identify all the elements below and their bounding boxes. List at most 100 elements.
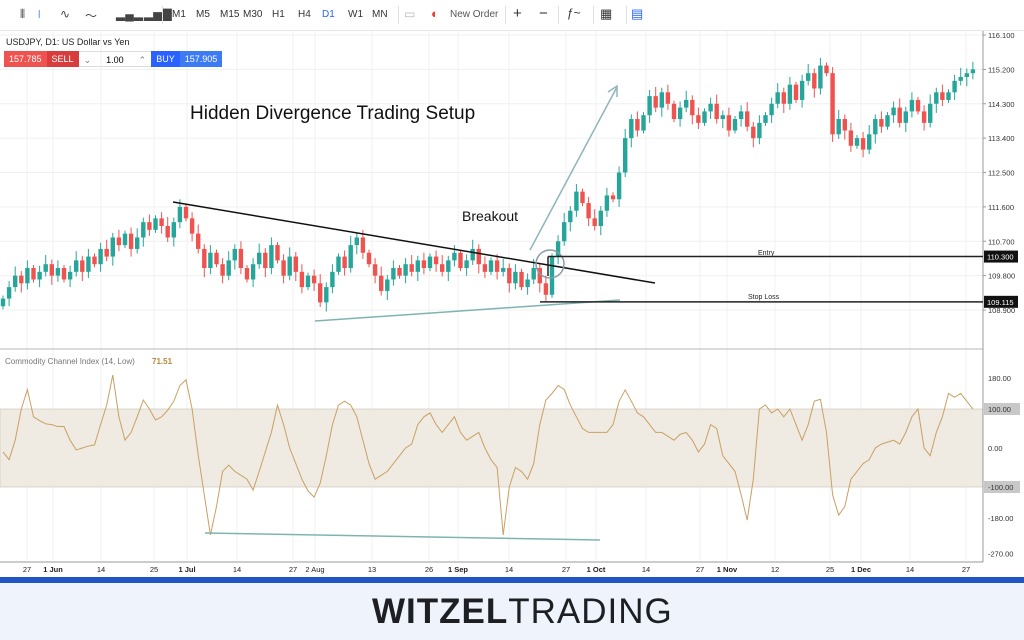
candle-body [501, 268, 506, 272]
candle-body [147, 222, 152, 230]
time-tick-label: 12 [771, 565, 779, 574]
sell-price[interactable]: 157.785 [4, 51, 47, 67]
indicators-icon[interactable]: ƒ~ [567, 6, 581, 20]
candle [836, 109, 841, 139]
candle [427, 253, 433, 272]
breakout-circle[interactable] [535, 249, 565, 279]
candle-body [836, 119, 841, 135]
candle-body [482, 264, 488, 272]
volume-icon[interactable]: ▂▄▂ [116, 7, 143, 21]
candle-body [494, 260, 500, 272]
notes-icon[interactable]: ▤ [631, 6, 644, 21]
candle-body [769, 103, 774, 116]
buy-button[interactable]: BUY [151, 51, 180, 67]
zoom-out-icon[interactable]: − [539, 5, 548, 22]
timeframe-m1[interactable]: M1 [172, 9, 186, 20]
area-chart-icon[interactable]: ∿ [60, 7, 71, 21]
candle-body [397, 268, 402, 276]
candle [501, 258, 506, 277]
candle-body [732, 119, 738, 131]
indicator-bars-icon[interactable]: ▂▅▇ [144, 7, 172, 21]
candle [921, 105, 927, 131]
candle-body [409, 264, 414, 272]
buy-price[interactable]: 157.905 [179, 51, 223, 67]
candle [903, 106, 908, 133]
price-label-bg [984, 250, 1018, 263]
time-tick-label: 14 [97, 565, 105, 574]
candle-body [244, 268, 250, 280]
sell-button[interactable]: SELL [46, 51, 79, 67]
candle [946, 89, 951, 103]
candle-body [574, 191, 579, 211]
candle [629, 114, 634, 148]
candle [549, 253, 555, 298]
candle-body [921, 111, 927, 123]
candle-body [854, 138, 860, 146]
timeframe-m5[interactable]: M5 [196, 9, 210, 20]
line-chart-icon[interactable]: 〜 [85, 9, 98, 23]
zoom-in-icon[interactable]: + [513, 5, 522, 22]
price-tick-label: 112.500 [988, 169, 1015, 178]
candle-body [305, 275, 311, 288]
candle [555, 235, 561, 265]
candle [738, 105, 744, 127]
candle [799, 74, 805, 108]
candle [104, 239, 109, 262]
timeframe-m15[interactable]: M15 [220, 9, 240, 20]
one-click-trading: 157.785 SELL ⌄ 1.00 ⌃ BUY 157.905 [4, 51, 223, 67]
candle-body [781, 92, 786, 104]
new-order-button[interactable]: New Order [450, 9, 499, 20]
timeframe-d1[interactable]: D1 [322, 9, 335, 20]
time-tick-label: 13 [368, 565, 376, 574]
lot-input[interactable]: 1.00 [96, 51, 134, 67]
candle-body [86, 256, 91, 272]
candle [31, 264, 36, 283]
lot-decrease-icon[interactable]: ⌄ [78, 51, 97, 67]
candle [208, 245, 213, 275]
chart-area[interactable]: Entry Stop Loss Hidden Divergence Trading … [0, 0, 1024, 577]
candle [806, 64, 811, 86]
breakout-arrow[interactable] [529, 86, 618, 251]
candle [885, 112, 890, 130]
candle [446, 255, 451, 282]
candle [153, 215, 158, 233]
timeframe-mn[interactable]: MN [372, 9, 388, 20]
candle [824, 62, 829, 77]
candle-body [806, 73, 811, 81]
candle-body [598, 210, 603, 226]
timeframe-w1[interactable]: W1 [348, 9, 363, 20]
price-tick-label: 115.200 [988, 65, 1015, 74]
candle-body [873, 119, 878, 135]
candle-body [372, 264, 378, 276]
timeframe-h4[interactable]: H4 [298, 9, 311, 20]
candle [928, 94, 933, 128]
candle-body [519, 271, 524, 288]
candle [830, 67, 835, 142]
support-trendline[interactable] [314, 299, 621, 322]
candle-body [330, 271, 335, 288]
candle-body [385, 279, 390, 291]
breakout-label: Breakout [462, 208, 518, 224]
resistance-trendline[interactable] [172, 201, 656, 284]
order-icon[interactable]: ▭ [404, 7, 416, 21]
time-tick-label: 14 [906, 565, 914, 574]
lot-increase-icon[interactable]: ⌃ [133, 51, 152, 67]
timeframe-m30[interactable]: M30 [243, 9, 263, 20]
candle-body [238, 248, 244, 269]
candle [787, 77, 793, 110]
candle [372, 258, 378, 284]
new-order-icon[interactable]: ◐ [431, 6, 439, 21]
bar-chart-icon[interactable]: ⫴ [20, 7, 26, 21]
timeframe-h1[interactable]: H1 [272, 9, 285, 20]
candle-body [354, 237, 359, 246]
candle [342, 250, 347, 276]
candle [464, 254, 469, 276]
candle [110, 232, 115, 266]
cci-divergence-line[interactable] [204, 532, 601, 541]
entry-label: Entry [758, 250, 775, 257]
calendar-icon[interactable]: ▦ [600, 6, 613, 21]
candle-body [757, 122, 762, 139]
candle-body [555, 241, 561, 257]
candle-body [214, 252, 219, 265]
candlestick-icon[interactable]: ⧙ [38, 7, 41, 21]
